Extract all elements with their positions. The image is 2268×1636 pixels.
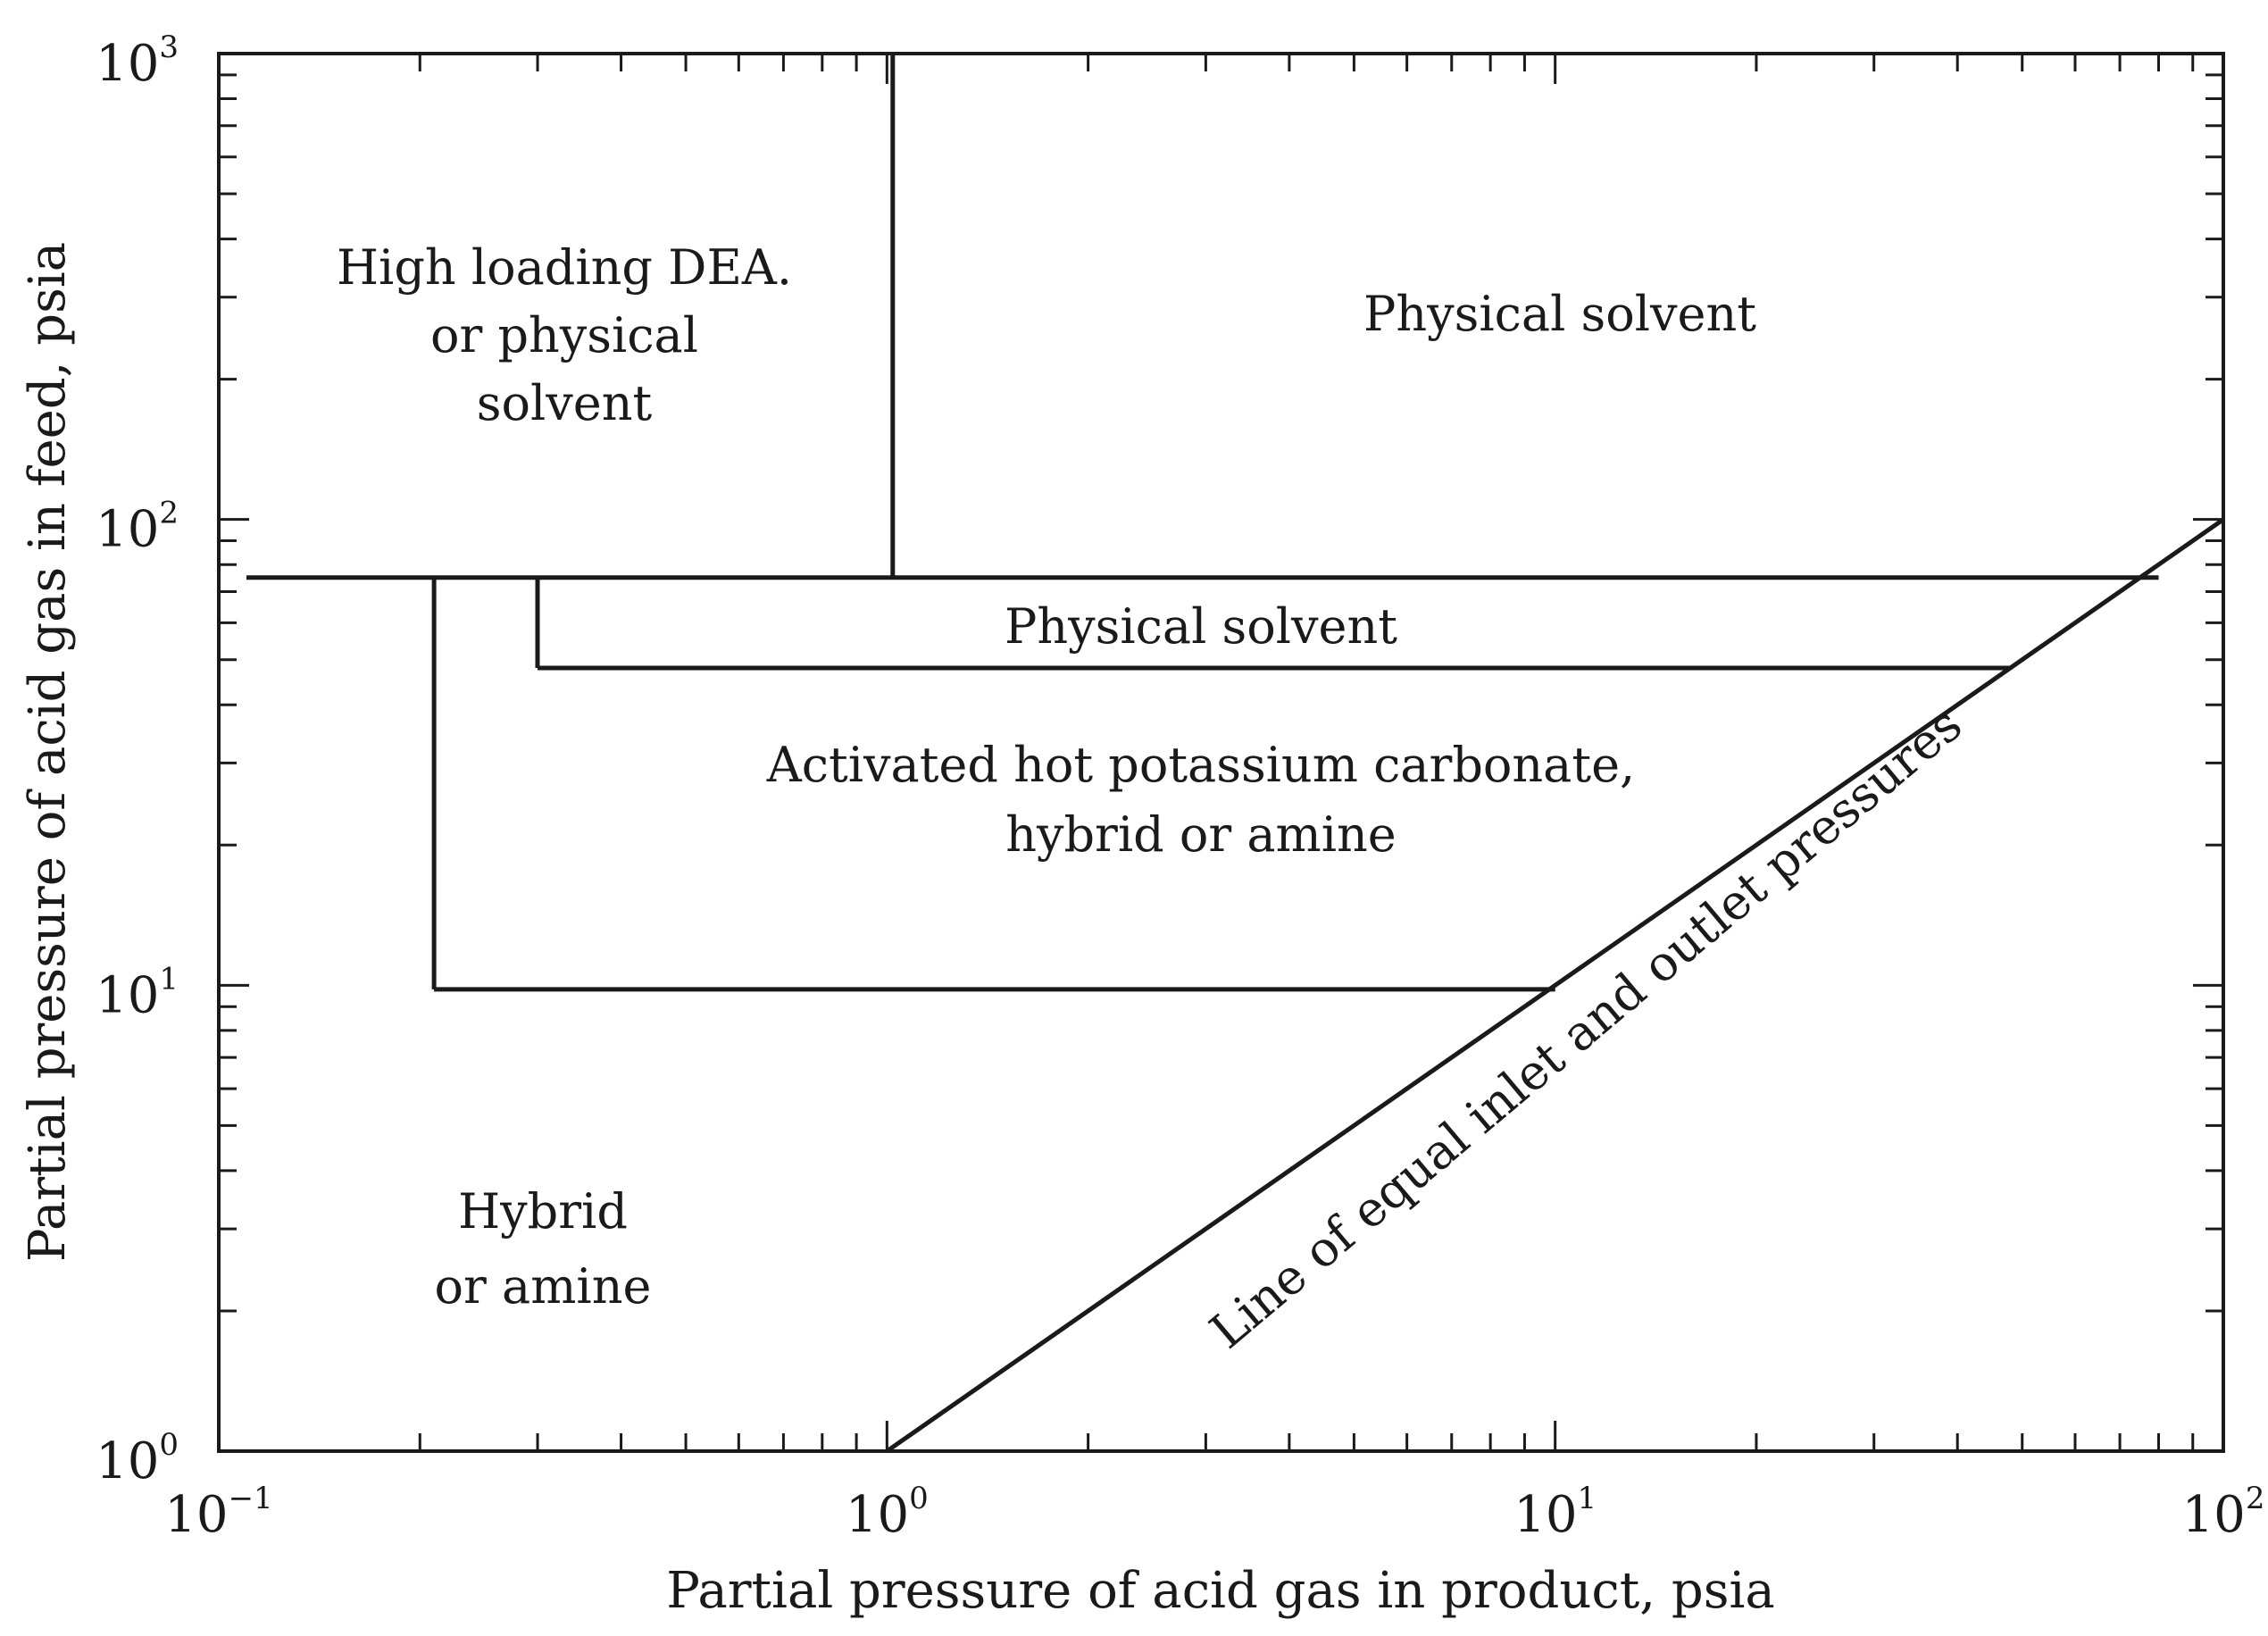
x-tick-label: 100 — [846, 1481, 929, 1544]
equal-line-annotation: Line of equal inlet and outlet pressures — [1199, 696, 1972, 1359]
boundary-equal-line — [885, 517, 2225, 1454]
x-tick-label: 102 — [2182, 1481, 2265, 1544]
region-physical-mid-label: Physical solvent — [1005, 598, 1397, 655]
y-tick-label: 101 — [96, 961, 179, 1024]
y-axis-label: Partial pressure of acid gas in feed, ps… — [19, 242, 77, 1262]
y-tick-label: 103 — [96, 29, 179, 93]
x-tick-label: 101 — [1513, 1481, 1597, 1544]
plot-frame — [217, 52, 2225, 1453]
y-tick-label: 100 — [96, 1427, 179, 1490]
region-hybrid-label: Hybrid — [458, 1183, 628, 1240]
region-physical-top-label: Physical solvent — [1363, 286, 1756, 342]
y-tick-label: 102 — [96, 496, 179, 559]
x-tick-label: 10−1 — [164, 1481, 272, 1544]
region-dea-label: or physical — [430, 307, 698, 363]
region-dea-label: solvent — [477, 375, 653, 431]
region-dea-label: High loading DEA. — [337, 239, 792, 296]
minor-ticks — [219, 54, 2223, 1451]
region-labels: High loading DEA. or physical solvent Physi… — [337, 239, 1756, 1315]
x-axis-label: Partial pressure of acid gas in product,… — [666, 1562, 1775, 1620]
region-carbonate-label: hybrid or amine — [1005, 806, 1397, 863]
region-boundaries — [246, 54, 2225, 1454]
region-hybrid-label: or amine — [435, 1258, 652, 1315]
region-carbonate-label: Activated hot potassium carbonate, — [766, 737, 1635, 793]
